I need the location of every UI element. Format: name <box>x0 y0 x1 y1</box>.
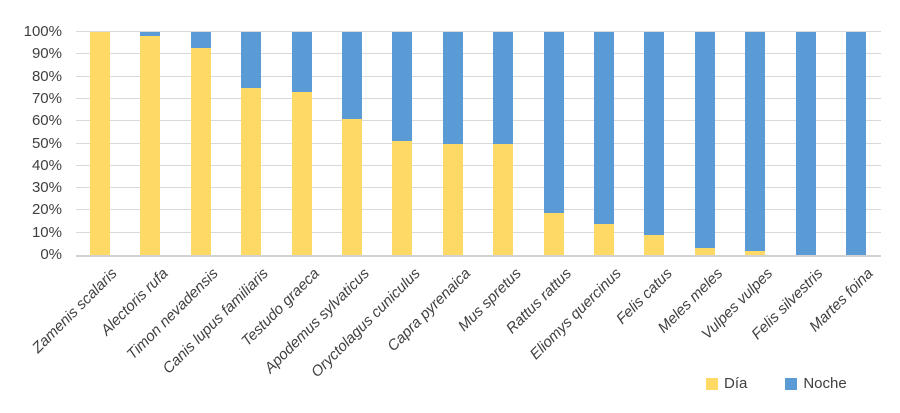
segment-noche <box>190 32 211 48</box>
gridline-20 <box>76 209 881 211</box>
segment-dia <box>190 47 211 255</box>
segment-noche <box>493 32 514 144</box>
segment-dia <box>543 212 564 255</box>
gridline-90 <box>76 53 881 55</box>
y-tick-label: 10% <box>31 223 62 241</box>
legend-swatch-icon <box>706 377 718 390</box>
bar-felis-silvestris <box>795 32 816 255</box>
legend-label: Noche <box>803 375 847 392</box>
y-tick-label: 40% <box>31 156 62 174</box>
bar-alectoris-rufa <box>140 32 161 255</box>
bar-zamenis-scalaris <box>90 32 110 255</box>
segment-noche <box>241 32 262 88</box>
segment-dia <box>140 36 161 255</box>
gridline-50 <box>76 142 881 144</box>
x-tick-label: Eliomys quercinus <box>526 265 626 364</box>
segment-dia <box>745 250 766 255</box>
segment-noche <box>392 32 413 142</box>
y-tick-label: 70% <box>31 89 62 107</box>
gridline-80 <box>76 75 881 77</box>
bar-vulpes-vulpes <box>745 32 766 255</box>
legend: Día Noche <box>706 375 847 392</box>
bar-mus-spretus <box>493 32 514 255</box>
legend-item-día: Día <box>706 375 747 392</box>
x-tick-label: Zamenis scalaris <box>29 265 122 357</box>
y-tick-label: 90% <box>31 45 62 63</box>
segment-noche <box>644 32 665 235</box>
y-tick-label: 80% <box>31 67 62 85</box>
segment-noche <box>694 32 715 249</box>
segment-noche <box>543 32 564 213</box>
y-tick-label: 60% <box>31 112 62 130</box>
x-tick-label: Timon nevadensis <box>123 265 222 364</box>
segment-noche <box>291 32 312 93</box>
bar-testudo-graeca <box>291 32 312 255</box>
segment-noche <box>846 32 866 255</box>
segment-dia <box>493 143 514 255</box>
gridline-30 <box>76 187 881 189</box>
y-tick-label: 0% <box>40 246 62 263</box>
bar-meles-meles <box>694 32 715 255</box>
bar-canis-lupus-familiaris <box>241 32 262 255</box>
x-axis-line <box>76 255 881 257</box>
bar-capra-pyrenaica <box>442 32 463 255</box>
bar-eliomys-quercinus <box>594 32 614 255</box>
segment-noche <box>140 32 161 37</box>
y-tick-label: 30% <box>31 179 62 197</box>
gridline-100 <box>76 31 881 32</box>
plot-area <box>76 31 881 257</box>
y-tick-label: 100% <box>23 23 62 40</box>
legend-item-noche: Noche <box>785 375 847 392</box>
y-tick-label: 50% <box>31 134 62 152</box>
segment-noche <box>795 32 816 255</box>
segment-dia <box>594 223 614 255</box>
segment-dia <box>442 143 463 255</box>
gridline-60 <box>76 120 881 122</box>
segment-dia <box>342 118 362 255</box>
gridline-40 <box>76 164 881 166</box>
bar-rattus-rattus <box>543 32 564 255</box>
legend-label: Día <box>724 375 748 392</box>
legend-swatch-icon <box>785 377 798 390</box>
segment-dia <box>694 248 715 255</box>
segment-dia <box>90 32 110 255</box>
bar-martes-foina <box>846 32 866 255</box>
segment-dia <box>241 87 262 255</box>
bar-timon-nevadensis <box>190 32 211 255</box>
segment-dia <box>291 92 312 255</box>
segment-noche <box>342 32 362 119</box>
y-tick-label: 20% <box>31 201 62 219</box>
segment-noche <box>442 32 463 144</box>
bar-felis-catus <box>644 32 665 255</box>
gridline-70 <box>76 97 881 99</box>
gridline-10 <box>76 231 881 233</box>
bar-apodemus-sylvaticus <box>342 32 362 255</box>
segment-dia <box>644 234 665 255</box>
bar-oryctolagus-cuniculus <box>392 32 413 255</box>
segment-noche <box>745 32 766 251</box>
segment-noche <box>594 32 614 224</box>
segment-dia <box>392 141 413 255</box>
